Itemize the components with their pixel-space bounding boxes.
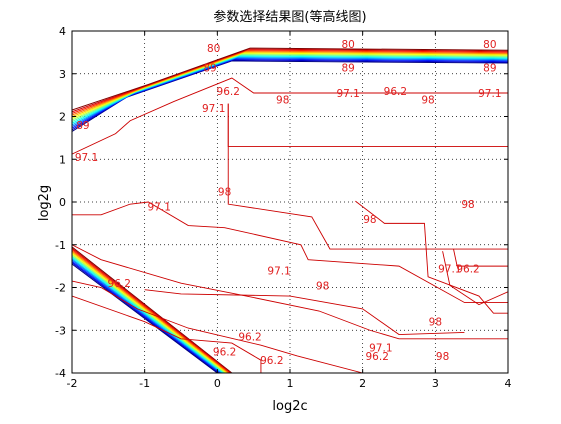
y-tick-label: 2 xyxy=(59,111,66,124)
x-tick-label: 3 xyxy=(432,377,439,390)
contour-label: 98 xyxy=(316,280,329,292)
y-tick-label: -3 xyxy=(55,324,66,337)
lower-contour-line xyxy=(72,262,219,373)
y-tick-label: 0 xyxy=(59,196,66,209)
contour-label: 97.1 xyxy=(369,342,392,354)
contour-label: 80 xyxy=(341,39,354,51)
contour-label: 80 xyxy=(207,43,220,55)
contour-label: 89 xyxy=(203,62,216,74)
y-tick-label: -2 xyxy=(55,282,66,295)
contour-label: 96.2 xyxy=(384,86,407,98)
contour-label: 98 xyxy=(218,186,231,198)
lower-contour-line xyxy=(72,259,221,373)
contour-lines xyxy=(72,77,508,373)
contour-label: 96.2 xyxy=(456,263,479,275)
lower-contour-line xyxy=(72,257,224,373)
colored-contour-bands xyxy=(72,47,508,373)
contour-label: 97.1 xyxy=(202,103,225,115)
chart-title: 参数选择结果图(等高线图) xyxy=(213,9,366,25)
x-tick-label: -2 xyxy=(67,377,78,390)
contour-label: 80 xyxy=(483,39,496,51)
contour-label: 97.1 xyxy=(438,263,461,275)
contour-label: 98 xyxy=(276,94,289,106)
contour-label: 97.1 xyxy=(148,201,171,213)
contour-label: 96.2 xyxy=(213,347,236,359)
contour-line-98 xyxy=(227,103,508,250)
contour-line-96-2 xyxy=(442,251,508,306)
axis-ticks: -2 -1 0 1 2 3 4 -4 -3 -2 -1 0 1 2 3 4 xyxy=(55,25,511,390)
y-tick-label: -4 xyxy=(55,367,66,380)
contour-line-98 xyxy=(355,200,508,314)
lower-contour-line xyxy=(72,263,218,373)
contour-label: 98 xyxy=(429,317,442,329)
upper-contour-line xyxy=(72,47,508,111)
contour-label: 97.1 xyxy=(75,152,98,164)
contour-label: 96.2 xyxy=(238,332,261,344)
contour-label: 97.1 xyxy=(336,88,359,100)
contour-line-97-1 xyxy=(144,289,465,335)
contour-line-97-1 xyxy=(72,201,508,303)
lower-contour-line xyxy=(72,260,220,373)
contour-label: 96.2 xyxy=(108,278,131,290)
y-axis-label: log2g xyxy=(37,185,52,221)
contour-line-98 xyxy=(227,103,508,147)
contour-line-96-2 xyxy=(72,244,508,340)
contour-label: 89 xyxy=(483,62,496,74)
x-tick-label: 4 xyxy=(505,377,512,390)
contour-label: 97.1 xyxy=(267,265,290,277)
contour-line-98 xyxy=(72,295,262,373)
contour-label: 89 xyxy=(76,120,89,132)
contour-label: 98 xyxy=(363,214,376,226)
contour-line-96-2 xyxy=(72,280,363,373)
contour-label: 96.2 xyxy=(366,351,389,363)
lower-contour-line xyxy=(72,254,226,373)
contour-line-97-1 xyxy=(72,77,508,155)
grid-lines xyxy=(72,31,508,373)
lower-contour-line xyxy=(72,247,232,373)
lower-contour-line xyxy=(72,250,229,373)
x-tick-label: 0 xyxy=(214,377,221,390)
lower-contour-line xyxy=(72,258,223,373)
lower-contour-line xyxy=(72,251,228,373)
x-tick-label: 2 xyxy=(359,377,366,390)
contour-label: 97.1 xyxy=(478,88,501,100)
y-tick-label: 4 xyxy=(59,25,66,38)
contour-line-98 xyxy=(453,248,508,267)
y-tick-label: 3 xyxy=(59,68,66,81)
plot-area-frame xyxy=(71,30,509,374)
contour-label: 96.2 xyxy=(217,86,240,98)
lower-contour-line xyxy=(72,249,230,373)
contour-label: 98 xyxy=(421,94,434,106)
contour-label: 98 xyxy=(436,351,449,363)
contour-label: 96.2 xyxy=(260,355,283,367)
lower-contour-line xyxy=(72,255,225,373)
x-tick-label: -1 xyxy=(139,377,150,390)
y-tick-label: -1 xyxy=(55,239,66,252)
contour-label: 98 xyxy=(461,199,474,211)
x-tick-label: 1 xyxy=(287,377,294,390)
y-tick-label: 1 xyxy=(59,153,66,166)
contour-label: 89 xyxy=(341,62,354,74)
x-axis-label: log2c xyxy=(272,399,307,414)
lower-contour-line xyxy=(72,246,233,373)
